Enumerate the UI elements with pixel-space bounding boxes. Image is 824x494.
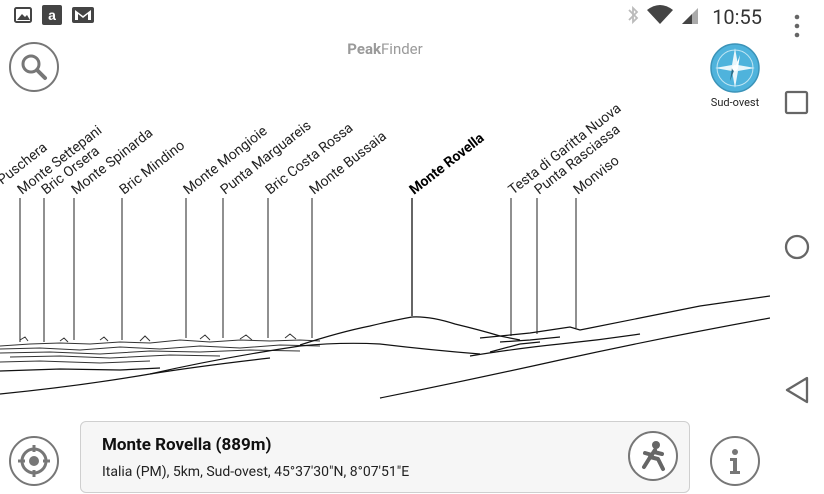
compass[interactable]: Sud-ovest — [704, 42, 766, 109]
recents-icon[interactable] — [784, 90, 810, 116]
info-button[interactable] — [710, 436, 760, 486]
peak-title: Monte Rovella (889m) — [102, 435, 272, 455]
clock: 10:55 — [712, 5, 762, 29]
home-icon[interactable] — [783, 233, 811, 261]
status-bar: a 10:55 — [0, 0, 770, 34]
peak-info-card[interactable]: Monte Rovella (889m) Italia (PM), 5km, S… — [80, 421, 690, 493]
hiker-button[interactable] — [628, 431, 678, 481]
info-icon — [730, 449, 740, 474]
svg-text:a: a — [48, 7, 56, 23]
distant-ridges — [0, 333, 321, 364]
crosshair-icon — [18, 445, 50, 477]
image-icon — [14, 7, 32, 27]
search-button[interactable] — [9, 42, 59, 92]
locate-button[interactable] — [9, 436, 59, 486]
compass-icon — [710, 43, 760, 93]
overflow-menu-icon[interactable] — [792, 14, 802, 38]
bluetooth-icon — [626, 5, 640, 29]
terrain — [0, 295, 770, 399]
wifi-icon — [646, 4, 674, 30]
compass-direction-label: Sud-ovest — [710, 96, 760, 109]
peak-label-rovella[interactable]: Monte Rovella — [407, 130, 488, 198]
amazon-icon: a — [42, 5, 62, 29]
search-icon — [21, 54, 47, 80]
peak-details: Italia (PM), 5km, Sud-ovest, 45°37'30"N,… — [102, 464, 410, 480]
peak-label-garitta[interactable]: Testa di Garitta Nuova — [506, 100, 625, 198]
back-icon[interactable] — [783, 375, 811, 405]
gmail-icon — [72, 7, 94, 27]
android-nav-bar — [770, 0, 824, 494]
hiker-icon — [642, 441, 665, 471]
signal-icon — [680, 4, 700, 30]
app-title: PeakFinder — [347, 40, 423, 58]
panorama-view[interactable]: Puschera Monte Settepani Bric Orsera Mon… — [0, 0, 770, 420]
